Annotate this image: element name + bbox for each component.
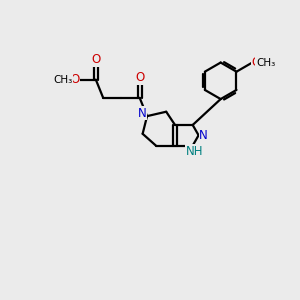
Text: N: N [199, 129, 208, 142]
Text: O: O [70, 73, 80, 86]
Text: CH₃: CH₃ [256, 58, 275, 68]
Text: N: N [137, 107, 146, 120]
Text: O: O [135, 71, 144, 84]
Text: NH: NH [185, 145, 203, 158]
Text: CH₃: CH₃ [53, 75, 72, 85]
Text: O: O [251, 56, 261, 69]
Text: O: O [91, 53, 101, 66]
